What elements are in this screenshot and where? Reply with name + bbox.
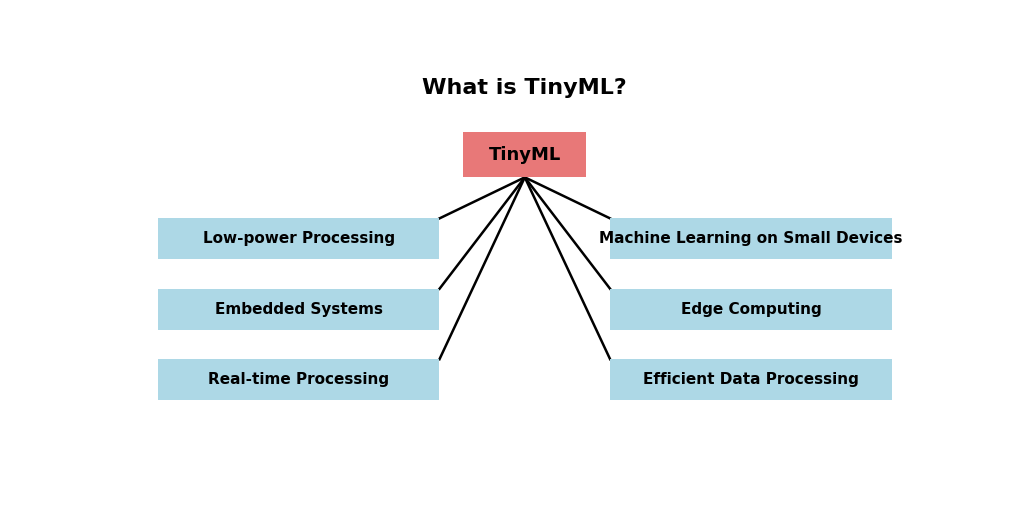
Text: Real-time Processing: Real-time Processing [208, 372, 389, 387]
Text: Machine Learning on Small Devices: Machine Learning on Small Devices [599, 232, 903, 246]
Text: Low-power Processing: Low-power Processing [203, 232, 394, 246]
Text: TinyML: TinyML [488, 146, 561, 164]
Text: Embedded Systems: Embedded Systems [215, 302, 383, 317]
FancyBboxPatch shape [610, 359, 892, 400]
Text: Efficient Data Processing: Efficient Data Processing [643, 372, 859, 387]
FancyBboxPatch shape [463, 133, 587, 177]
FancyBboxPatch shape [610, 218, 892, 260]
FancyBboxPatch shape [158, 359, 439, 400]
FancyBboxPatch shape [610, 289, 892, 330]
Text: What is TinyML?: What is TinyML? [423, 78, 627, 99]
FancyBboxPatch shape [158, 289, 439, 330]
Text: Edge Computing: Edge Computing [681, 302, 821, 317]
FancyBboxPatch shape [158, 218, 439, 260]
